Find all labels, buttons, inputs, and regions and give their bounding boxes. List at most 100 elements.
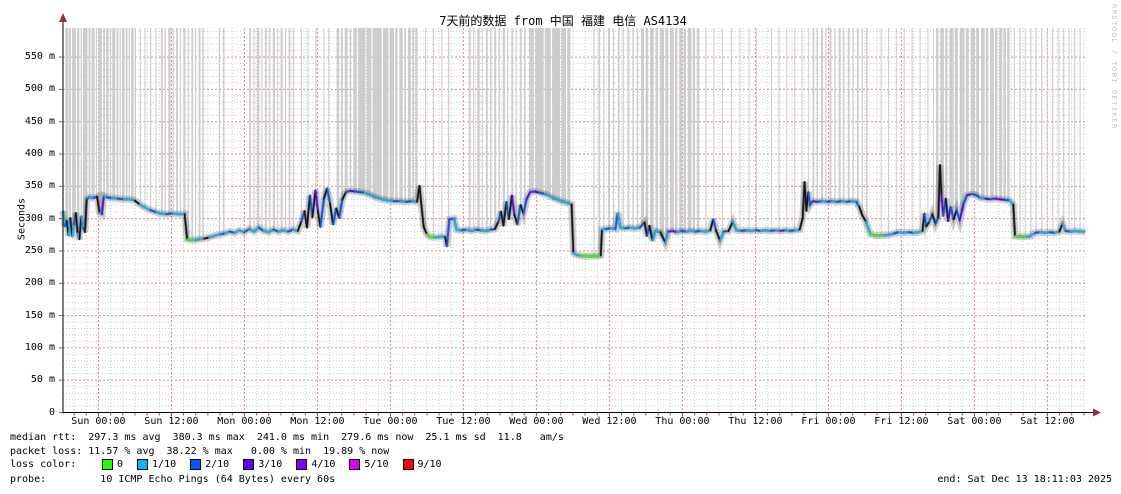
loss-bar: [511, 28, 514, 199]
median-line-segment: [931, 213, 937, 225]
loss-bar: [103, 28, 105, 198]
median-line-segment: [243, 228, 250, 234]
median-line-segment: [374, 196, 383, 201]
median-line-segment: [714, 228, 721, 242]
median-line-segment: [110, 197, 119, 200]
median-line-segment: [453, 217, 458, 231]
loss-bar: [257, 28, 260, 230]
median-line-segment: [651, 230, 657, 242]
loss-bar: [473, 28, 475, 232]
loss-bar: [399, 28, 403, 203]
loss-bar: [812, 28, 815, 203]
loss-bar: [280, 28, 283, 232]
loss-bar: [125, 28, 128, 201]
loss-bar: [1030, 28, 1032, 237]
median-line-segment: [138, 203, 146, 209]
loss-bar: [372, 28, 382, 199]
loss-bar: [895, 28, 897, 234]
median-line-segment: [923, 212, 928, 228]
loss-color-item: 5/10: [349, 459, 389, 470]
median-line-segment: [165, 212, 174, 215]
loss-color-item: 9/10: [402, 459, 442, 470]
loss-color-value: 2/10: [205, 459, 230, 470]
loss-color-legend: loss color: 0 1/10 2/10 3/10 4/10 5/10 9/10: [10, 459, 456, 470]
loss-bar: [341, 28, 343, 203]
median-line-segment: [80, 215, 84, 229]
loss-color-swatch: [102, 459, 113, 470]
median-line-segment: [858, 206, 864, 217]
loss-bar: [261, 28, 263, 231]
median-line-segment: [570, 203, 575, 254]
loss-bar: [820, 28, 824, 203]
median-line-segment: [599, 228, 603, 257]
loss-bar: [617, 28, 620, 220]
median-line-segment: [516, 204, 522, 226]
loss-bar: [424, 28, 426, 232]
loss-bar: [932, 28, 934, 219]
median-line-segment: [214, 233, 223, 237]
median-line-segment: [296, 220, 303, 232]
median-line-segment: [405, 200, 414, 203]
loss-bar: [490, 28, 492, 231]
median-line-segment: [494, 220, 500, 230]
loss-bar: [76, 28, 80, 237]
loss-bar: [739, 28, 741, 232]
loss-bar: [222, 28, 225, 235]
loss-bar: [856, 28, 859, 206]
median-line-segment: [1012, 203, 1016, 237]
loss-bar: [705, 28, 707, 233]
loss-color-item: 0: [102, 459, 123, 470]
x-tick-label: Sat 00:00: [947, 416, 1002, 427]
median-line-segment: [855, 200, 861, 208]
loss-color-items: 0 1/10 2/10 3/10 4/10 5/10 9/10: [102, 459, 456, 470]
loss-bar: [679, 28, 683, 233]
loss-bar: [191, 28, 194, 241]
median-line-segment: [525, 191, 532, 201]
median-line-segment: [659, 231, 667, 244]
x-tick-label: Tue 12:00: [436, 416, 491, 427]
loss-bar: [494, 28, 497, 230]
median-line-segment: [616, 211, 622, 229]
loss-bar: [202, 28, 204, 240]
loss-bar: [134, 28, 136, 203]
loss-color-swatch: [190, 459, 202, 470]
loss-bar: [366, 28, 372, 196]
median-line-segment: [557, 199, 564, 203]
y-tick-label: 50 m: [30, 374, 55, 386]
loss-bar: [838, 28, 841, 203]
loss-bar: [349, 28, 352, 192]
loss-bar: [468, 28, 471, 232]
loss-bar: [935, 28, 939, 221]
loss-bar: [269, 28, 271, 233]
loss-bar: [567, 28, 571, 205]
loss-bar: [164, 28, 166, 215]
median-line-segment: [944, 197, 949, 223]
loss-bar: [122, 28, 125, 201]
loss-bar: [1003, 28, 1006, 201]
loss-bar: [288, 28, 291, 232]
loss-bar: [808, 28, 810, 196]
loss-bar: [407, 28, 411, 203]
y-tick-label: 200 m: [24, 277, 55, 289]
loss-bar: [139, 28, 141, 206]
loss-bar: [834, 28, 836, 203]
loss-bar: [88, 28, 91, 199]
y-tick-label: 300 m: [24, 212, 55, 224]
loss-bar: [328, 28, 330, 198]
x-tick-label: Sun 00:00: [71, 416, 126, 427]
loss-bar: [861, 28, 863, 217]
median-line-segment: [96, 195, 101, 214]
y-tick-label: 500 m: [24, 83, 55, 95]
x-tick-label: Mon 00:00: [217, 416, 272, 427]
loss-bar: [264, 28, 267, 233]
loss-color-swatch: [296, 459, 308, 470]
loss-bar: [507, 28, 509, 212]
loss-bar: [344, 28, 348, 194]
median-line-segment: [727, 221, 734, 232]
median-line-segment: [648, 224, 654, 242]
loss-bar: [183, 28, 186, 216]
median-line-segment: [664, 230, 670, 244]
loss-bar: [515, 28, 517, 222]
